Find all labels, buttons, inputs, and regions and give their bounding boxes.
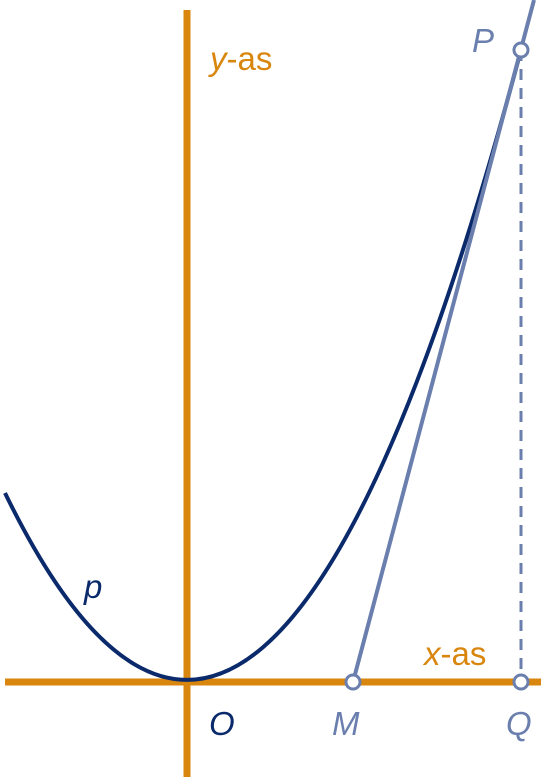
x-axis-variable: x: [422, 635, 442, 672]
point-q: [512, 673, 530, 691]
m-label: M: [332, 705, 360, 742]
tangent-line: [351, 0, 536, 683]
x-axis-label: x-as: [422, 635, 486, 672]
y-axis-label: y-as: [208, 40, 272, 77]
x-axis-suffix: -as: [441, 635, 487, 672]
point-p: [512, 41, 530, 59]
curve-label: p: [83, 568, 102, 605]
q-label: Q: [506, 705, 532, 742]
parabola: [3, 49, 523, 682]
origin-label: O: [209, 705, 235, 742]
y-axis-variable: y: [208, 40, 229, 77]
p-label: P: [472, 22, 494, 59]
y-axis-suffix: -as: [227, 40, 273, 77]
point-m: [344, 673, 362, 691]
